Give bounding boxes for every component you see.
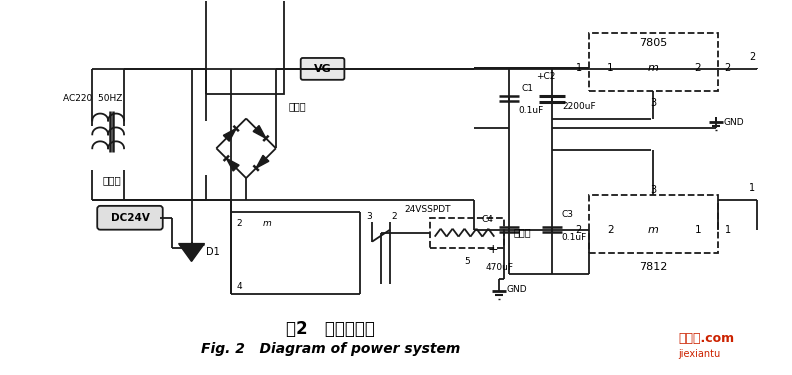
Text: 3: 3: [650, 185, 656, 195]
Text: m: m: [648, 63, 658, 73]
Text: 1: 1: [695, 225, 701, 235]
Text: Fig. 2   Diagram of power system: Fig. 2 Diagram of power system: [201, 342, 460, 356]
Text: C4: C4: [482, 215, 493, 224]
Text: C1: C1: [521, 84, 533, 93]
Polygon shape: [227, 158, 239, 171]
Text: 2: 2: [749, 52, 756, 62]
Text: m: m: [263, 219, 272, 228]
Text: 3: 3: [650, 98, 656, 108]
Text: 1: 1: [607, 63, 614, 73]
Bar: [588, 195, 718, 252]
Text: +C2: +C2: [536, 72, 555, 81]
Text: DC24V: DC24V: [111, 213, 150, 223]
Polygon shape: [223, 129, 236, 141]
Text: 24VSSPDT: 24VSSPDT: [405, 206, 451, 214]
Text: D1: D1: [207, 246, 220, 256]
Text: +: +: [488, 243, 499, 256]
FancyBboxPatch shape: [301, 58, 345, 80]
Text: 1: 1: [725, 225, 730, 235]
Text: 7805: 7805: [639, 38, 667, 48]
FancyBboxPatch shape: [97, 206, 162, 230]
Text: 2: 2: [607, 225, 614, 235]
Polygon shape: [256, 155, 268, 168]
Polygon shape: [253, 126, 266, 138]
Text: 2: 2: [576, 225, 582, 235]
Text: 4: 4: [236, 282, 242, 291]
Bar: [207, 0, 284, 94]
Text: 1: 1: [576, 63, 581, 73]
Text: 2: 2: [391, 212, 397, 221]
Text: jiexiantu: jiexiantu: [678, 349, 720, 359]
Text: 0.1uF: 0.1uF: [519, 106, 543, 115]
Bar: [588, 33, 718, 91]
Text: 7812: 7812: [639, 262, 668, 272]
Text: 接线图.com: 接线图.com: [678, 332, 734, 345]
Text: C3: C3: [562, 210, 573, 219]
Text: 整流桥: 整流桥: [289, 102, 307, 112]
Text: AC220  50HZ: AC220 50HZ: [63, 94, 122, 103]
Text: 0.1uF: 0.1uF: [561, 233, 586, 242]
Text: 继电器: 继电器: [513, 228, 531, 238]
Text: 变压器: 变压器: [103, 175, 121, 185]
Text: 470uF: 470uF: [485, 263, 513, 272]
Polygon shape: [179, 244, 204, 261]
Text: m: m: [648, 225, 658, 235]
Text: GND: GND: [507, 285, 527, 294]
Text: 5: 5: [464, 257, 470, 266]
Bar: [430, 218, 505, 248]
Text: 1: 1: [749, 183, 756, 193]
Text: 2: 2: [695, 63, 701, 73]
Text: GND: GND: [723, 118, 744, 127]
Text: 图2   电源系统图: 图2 电源系统图: [286, 320, 375, 338]
Text: 3: 3: [367, 212, 372, 221]
Text: 2: 2: [725, 63, 731, 73]
Text: 2200uF: 2200uF: [563, 102, 596, 111]
Text: VG: VG: [314, 64, 331, 74]
Text: 2: 2: [236, 219, 242, 228]
